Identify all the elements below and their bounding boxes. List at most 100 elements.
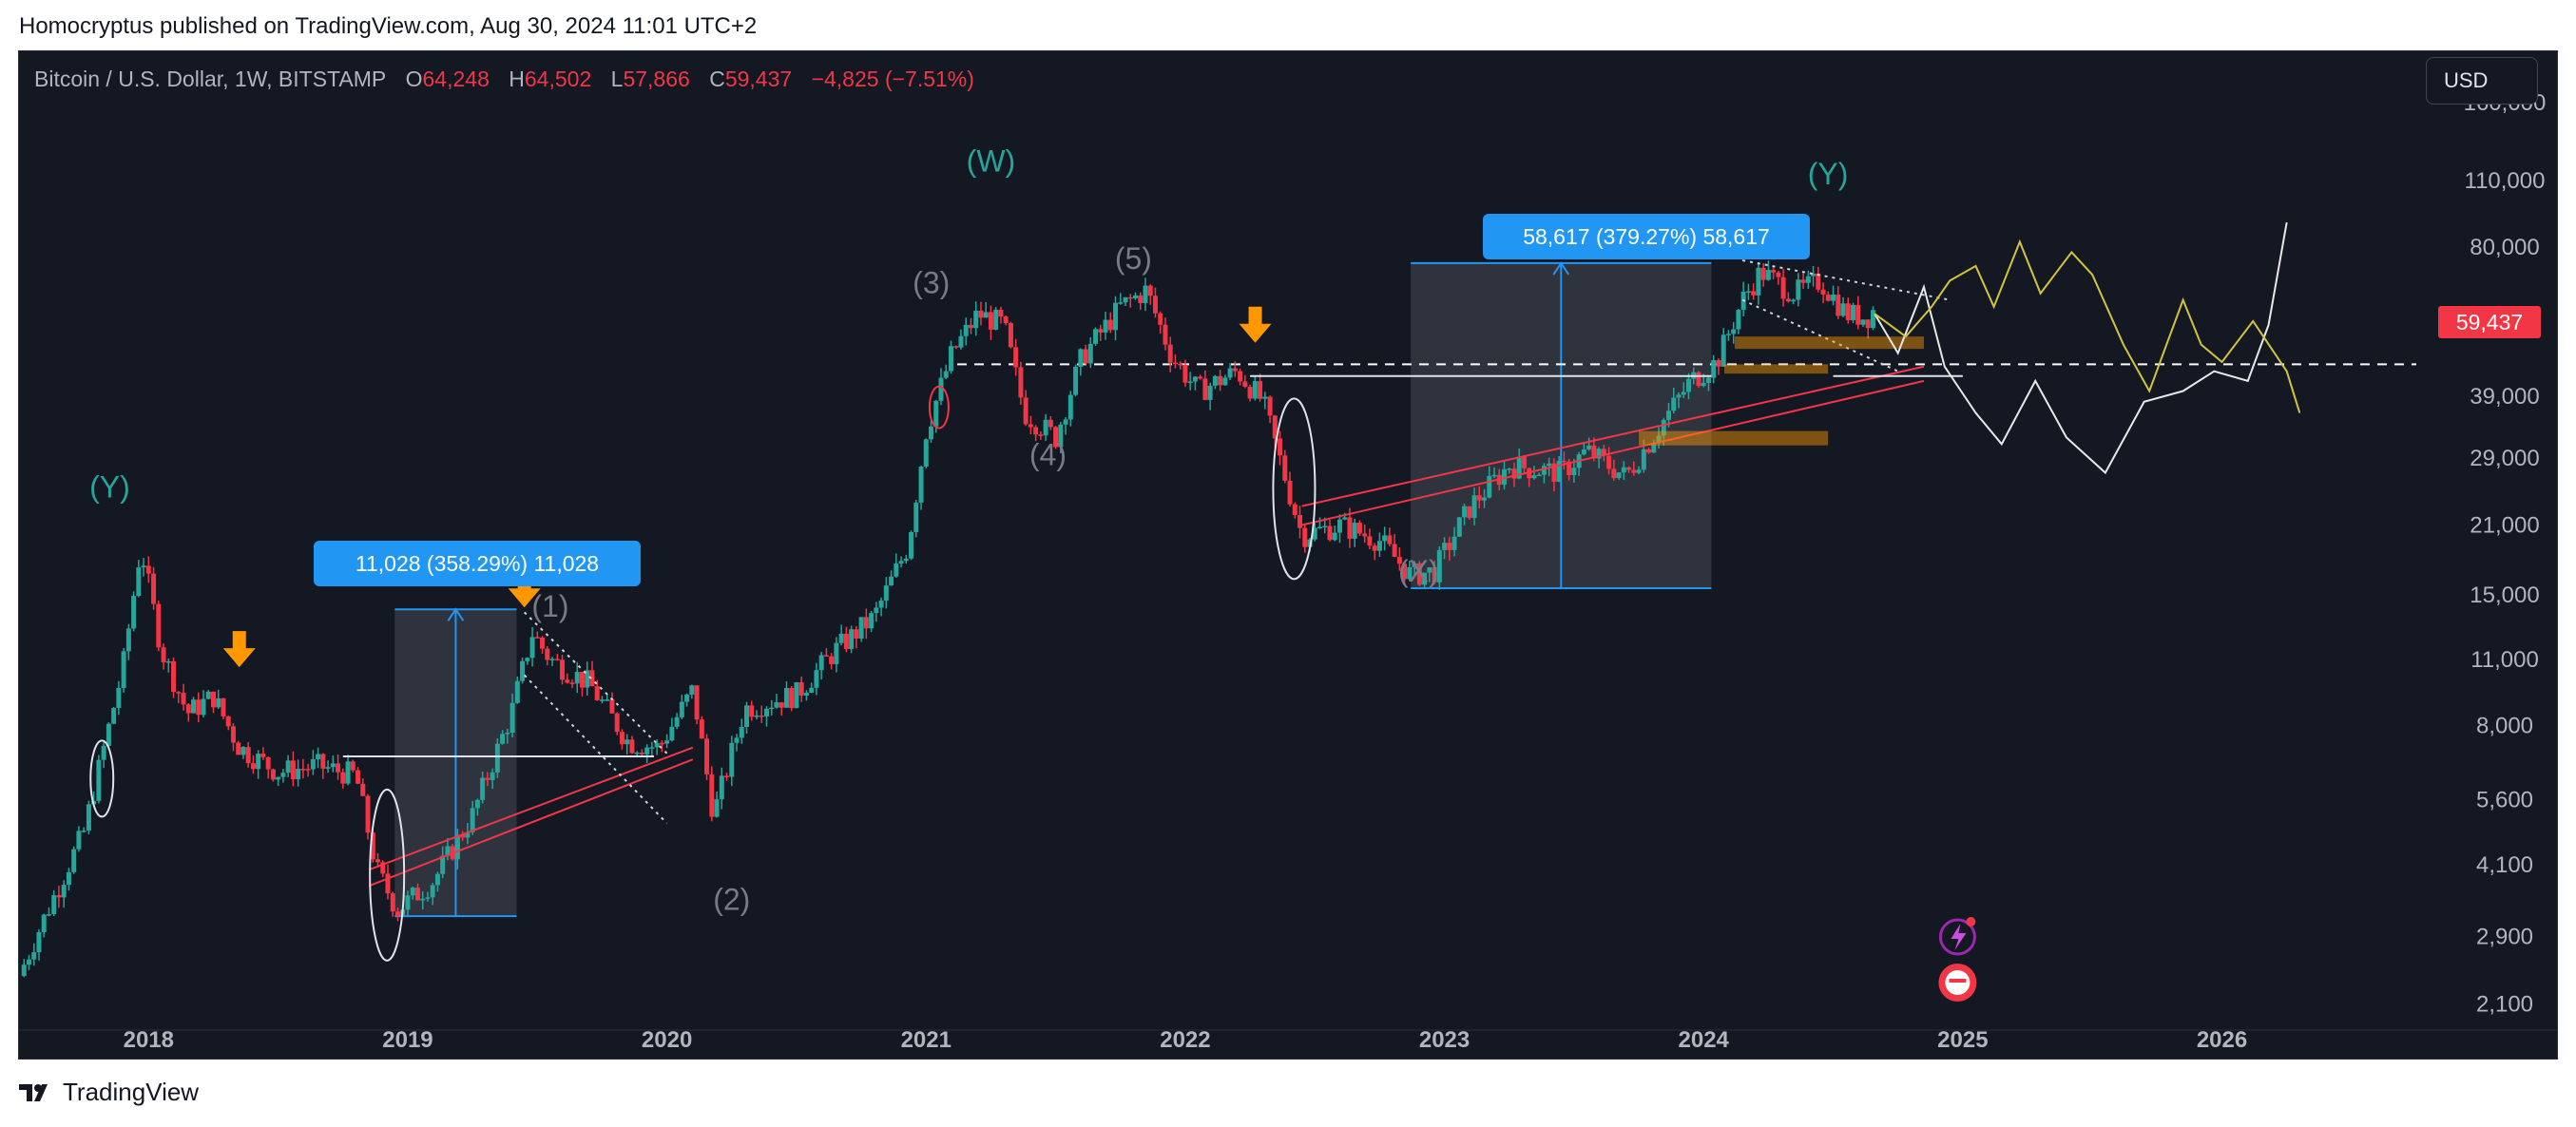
candle-body bbox=[1791, 299, 1797, 302]
candle-body bbox=[151, 573, 157, 604]
candle-body bbox=[1616, 472, 1622, 479]
candle-body bbox=[1138, 295, 1144, 303]
candle-body bbox=[1651, 443, 1657, 453]
candle-body bbox=[803, 693, 809, 697]
candle-body bbox=[763, 708, 769, 716]
candle-body bbox=[540, 638, 546, 649]
candle-body bbox=[1516, 456, 1522, 479]
candle-body bbox=[609, 699, 615, 714]
wave-label: (Y) bbox=[89, 469, 130, 504]
candle-body bbox=[1008, 323, 1013, 348]
candle-body bbox=[1262, 396, 1268, 399]
candle-body bbox=[1298, 514, 1303, 528]
candle-body bbox=[76, 831, 82, 850]
candle-body bbox=[240, 747, 246, 755]
measure-label-2023[interactable]: 58,617 (379.27%) 58,617 bbox=[1483, 214, 1810, 259]
candle-body bbox=[749, 705, 755, 717]
candle-body bbox=[465, 831, 471, 838]
candle-body bbox=[106, 723, 111, 746]
candle-body bbox=[1058, 424, 1064, 448]
candle-body bbox=[101, 745, 106, 760]
candle-body bbox=[1158, 313, 1163, 325]
candle-body bbox=[1765, 270, 1771, 280]
candle-body bbox=[71, 849, 77, 872]
candle-body bbox=[116, 688, 122, 708]
candle-body bbox=[1865, 319, 1871, 329]
candle-body bbox=[81, 831, 87, 832]
candle-body bbox=[370, 832, 375, 860]
tradingview-logo[interactable]: TradingView bbox=[19, 1078, 199, 1107]
candle-body bbox=[1258, 381, 1263, 399]
candle-body bbox=[410, 888, 415, 896]
candle-body bbox=[759, 715, 764, 717]
candle-body bbox=[983, 312, 989, 318]
candle-body bbox=[216, 697, 221, 708]
candle-body bbox=[1567, 461, 1572, 475]
candle-body bbox=[125, 628, 131, 652]
candle-body bbox=[1392, 544, 1397, 558]
candle-body bbox=[520, 660, 526, 681]
candle-body bbox=[414, 888, 420, 901]
y-axis-tick-label: 11,000 bbox=[2470, 647, 2539, 673]
tradingview-logo-icon bbox=[19, 1083, 48, 1101]
candle-body bbox=[1356, 522, 1362, 534]
candle-body bbox=[1043, 419, 1048, 436]
candle-body bbox=[993, 309, 999, 330]
candle-body bbox=[1018, 367, 1024, 398]
demand-zone bbox=[1724, 364, 1829, 374]
candle-body bbox=[838, 633, 844, 643]
lightning-icon bbox=[1951, 924, 1967, 950]
candle-body bbox=[724, 775, 730, 777]
candle-body bbox=[1192, 376, 1198, 382]
low-label: L bbox=[610, 67, 624, 91]
measure-arrow-head bbox=[447, 607, 465, 621]
y-axis-tick-label: 4,100 bbox=[2476, 852, 2533, 878]
candle-body bbox=[1212, 375, 1218, 386]
candle-body bbox=[1412, 563, 1417, 567]
candle-body bbox=[1198, 376, 1203, 379]
candle-body bbox=[574, 672, 580, 684]
projection-white-path bbox=[1874, 221, 2288, 475]
candle-body bbox=[1336, 519, 1342, 533]
candle-body bbox=[569, 682, 575, 684]
candle-body bbox=[988, 312, 993, 330]
candle-body bbox=[614, 713, 620, 733]
candle-body bbox=[929, 426, 934, 440]
candle-body bbox=[1696, 372, 1701, 387]
currency-button[interactable]: USD bbox=[2426, 57, 2538, 105]
candle-body bbox=[1317, 526, 1322, 529]
chart-canvas[interactable]: (Y)(W)(Y)(3)(4)(5)(2)(1)(X)160,000110,00… bbox=[19, 51, 2558, 1060]
x-axis-tick-label: 2020 bbox=[642, 1027, 692, 1053]
candle-body bbox=[1671, 397, 1677, 411]
candle-body bbox=[445, 846, 451, 856]
candle-body bbox=[1820, 289, 1826, 295]
candle-body bbox=[1556, 460, 1562, 483]
candle-body bbox=[1756, 267, 1761, 296]
candle-body bbox=[505, 733, 510, 735]
y-axis-tick-label: 110,000 bbox=[2465, 168, 2546, 194]
symbol-legend: Bitcoin / U.S. Dollar, 1W, BITSTAMP O64,… bbox=[34, 67, 974, 92]
x-axis-tick-label: 2025 bbox=[1937, 1027, 1988, 1053]
candle-body bbox=[1247, 387, 1253, 399]
candle-body bbox=[664, 740, 670, 744]
candle-body bbox=[1870, 310, 1875, 329]
candle-body bbox=[1123, 296, 1128, 303]
candle-body bbox=[1487, 475, 1492, 498]
candle-body bbox=[719, 775, 724, 800]
candle-body bbox=[514, 680, 520, 703]
candle-body bbox=[794, 681, 799, 709]
candle-body bbox=[565, 679, 570, 683]
measure-label-2019[interactable]: 11,028 (358.29%) 11,028 bbox=[314, 541, 641, 586]
candle-body bbox=[883, 585, 889, 602]
candle-body bbox=[470, 808, 475, 832]
candle-body bbox=[739, 726, 744, 738]
candle-body bbox=[121, 651, 126, 689]
y-axis-tick-label: 5,600 bbox=[2476, 788, 2533, 813]
candle-body bbox=[1482, 497, 1488, 501]
published-by-line: Homocryptus published on TradingView.com… bbox=[19, 13, 758, 39]
candle-body bbox=[699, 719, 704, 739]
candle-body bbox=[605, 699, 610, 701]
candle-body bbox=[360, 783, 366, 796]
chart-panel[interactable]: (Y)(W)(Y)(3)(4)(5)(2)(1)(X)160,000110,00… bbox=[18, 50, 2558, 1060]
candle-body bbox=[1840, 303, 1846, 316]
